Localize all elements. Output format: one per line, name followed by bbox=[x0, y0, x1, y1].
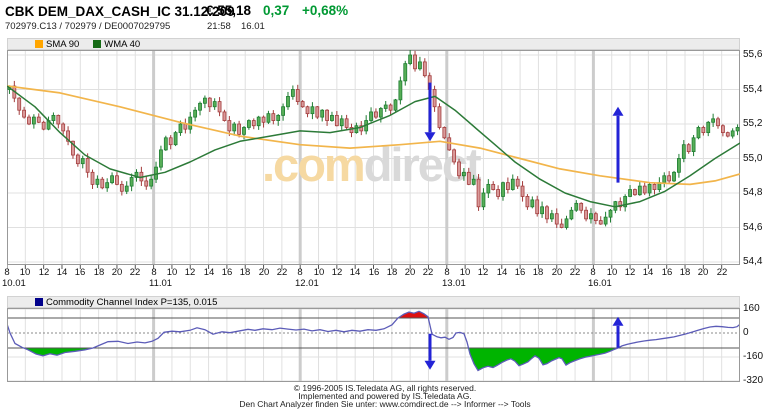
hour-label: 16 bbox=[514, 267, 526, 278]
y-axis-label: -160 bbox=[743, 351, 764, 362]
cci-svg bbox=[7, 308, 740, 382]
hour-label: 14 bbox=[496, 267, 508, 278]
price-value: € 55,18 bbox=[206, 3, 252, 18]
quote-header: CBK DEM_DAX_CASH_IC 31.12.209 bbox=[5, 3, 235, 21]
hour-label: 12 bbox=[624, 267, 636, 278]
main-chart-plot: .comdirect bbox=[7, 50, 740, 269]
hour-label: 18 bbox=[239, 267, 251, 278]
hour-label: 12 bbox=[38, 267, 50, 278]
hour-label: 8 bbox=[297, 267, 303, 278]
y-axis-label: -320 bbox=[743, 375, 764, 386]
chart-footer: © 1996-2005 IS.Teledata AG, all rights r… bbox=[0, 383, 770, 409]
hour-label: 20 bbox=[111, 267, 123, 278]
hour-label: 18 bbox=[386, 267, 398, 278]
instrument-title: CBK DEM_DAX_CASH_IC 31.12.209 bbox=[5, 4, 235, 19]
hour-label: 8 bbox=[590, 267, 596, 278]
day-label: 16.01 bbox=[588, 278, 612, 289]
y-axis-label: 0 bbox=[743, 327, 749, 338]
sma90-line bbox=[7, 85, 740, 186]
hour-label: 16 bbox=[368, 267, 380, 278]
change-absolute: 0,37 bbox=[263, 3, 290, 18]
main-chart-legend: SMA 90 WMA 40 bbox=[7, 38, 740, 50]
hour-label: 20 bbox=[404, 267, 416, 278]
legend-label-sma90: SMA 90 bbox=[46, 38, 80, 50]
sell-arrow-icon bbox=[424, 82, 436, 142]
hour-label: 22 bbox=[129, 267, 141, 278]
hour-label: 14 bbox=[203, 267, 215, 278]
y-axis-label: 54,8 bbox=[743, 187, 763, 198]
hour-label: 22 bbox=[422, 267, 434, 278]
footer-line: Den Chart Analyzer finden Sie unter: www… bbox=[239, 399, 531, 409]
y-axis-label: 54,6 bbox=[743, 222, 763, 233]
hour-label: 12 bbox=[184, 267, 196, 278]
hour-label: 20 bbox=[258, 267, 270, 278]
cci-color-swatch bbox=[35, 298, 43, 306]
cci-line bbox=[7, 310, 740, 372]
hour-label: 8 bbox=[151, 267, 157, 278]
day-label: 10.01 bbox=[2, 278, 26, 289]
legend-item-wma40: WMA 40 bbox=[93, 39, 140, 50]
comdirect-watermark: .comdirect bbox=[262, 138, 482, 191]
buy-arrow-icon bbox=[612, 316, 624, 348]
buy-arrow-icon bbox=[612, 106, 624, 183]
candlestick-series bbox=[7, 50, 740, 230]
hour-label: 8 bbox=[444, 267, 450, 278]
hour-label: 8 bbox=[4, 267, 10, 278]
y-axis-label: 55,2 bbox=[743, 118, 763, 129]
hour-label: 10 bbox=[19, 267, 31, 278]
hour-label: 18 bbox=[93, 267, 105, 278]
change-percent: +0,68% bbox=[302, 3, 349, 18]
hour-label: 22 bbox=[569, 267, 581, 278]
quote-time: 21:58 bbox=[207, 21, 231, 32]
legend-label-cci: Commodity Channel Index P=135, 0.015 bbox=[46, 296, 218, 308]
day-label: 11.01 bbox=[149, 278, 173, 289]
hour-label: 14 bbox=[349, 267, 361, 278]
legend-label-wma40: WMA 40 bbox=[104, 38, 141, 50]
instrument-ids: 702979.C13 / 702979 / DE0007029795 bbox=[5, 21, 171, 32]
wma-color-swatch bbox=[93, 40, 102, 48]
y-axis-label: 54,4 bbox=[743, 256, 763, 267]
hour-label: 14 bbox=[642, 267, 654, 278]
hour-label: 20 bbox=[697, 267, 709, 278]
hour-label: 16 bbox=[221, 267, 233, 278]
hour-label: 22 bbox=[716, 267, 728, 278]
hour-label: 20 bbox=[551, 267, 563, 278]
cci-legend: Commodity Channel Index P=135, 0.015 bbox=[7, 296, 740, 308]
hour-label: 10 bbox=[459, 267, 471, 278]
hour-label: 10 bbox=[313, 267, 325, 278]
cci-plot bbox=[7, 308, 740, 382]
footer-line: © 1996-2005 IS.Teledata AG, all rights r… bbox=[293, 383, 477, 393]
quote-date: 16.01 bbox=[241, 21, 265, 32]
y-axis-label: 55,4 bbox=[743, 84, 763, 95]
hour-label: 10 bbox=[166, 267, 178, 278]
day-label: 13.01 bbox=[442, 278, 466, 289]
sell-arrow-icon bbox=[424, 333, 436, 370]
hour-label: 16 bbox=[661, 267, 673, 278]
day-label: 12.01 bbox=[295, 278, 319, 289]
hour-label: 10 bbox=[606, 267, 618, 278]
hour-label: 22 bbox=[276, 267, 288, 278]
hour-label: 18 bbox=[532, 267, 544, 278]
hour-label: 12 bbox=[331, 267, 343, 278]
hour-label: 14 bbox=[56, 267, 68, 278]
legend-item-cci: Commodity Channel Index P=135, 0.015 bbox=[35, 297, 217, 308]
hour-label: 12 bbox=[477, 267, 489, 278]
y-axis-label: 55,6 bbox=[743, 49, 763, 60]
hour-label: 16 bbox=[74, 267, 86, 278]
legend-item-sma90: SMA 90 bbox=[35, 39, 79, 50]
footer-line: Implemented and powered by IS.Teledata A… bbox=[298, 391, 472, 401]
sma-color-swatch bbox=[35, 40, 43, 48]
hour-label: 18 bbox=[679, 267, 691, 278]
wma40-line bbox=[7, 85, 740, 208]
y-axis-label: 55,0 bbox=[743, 153, 763, 164]
y-axis-label: 160 bbox=[743, 303, 760, 314]
main-chart-svg: .comdirect bbox=[7, 50, 740, 269]
